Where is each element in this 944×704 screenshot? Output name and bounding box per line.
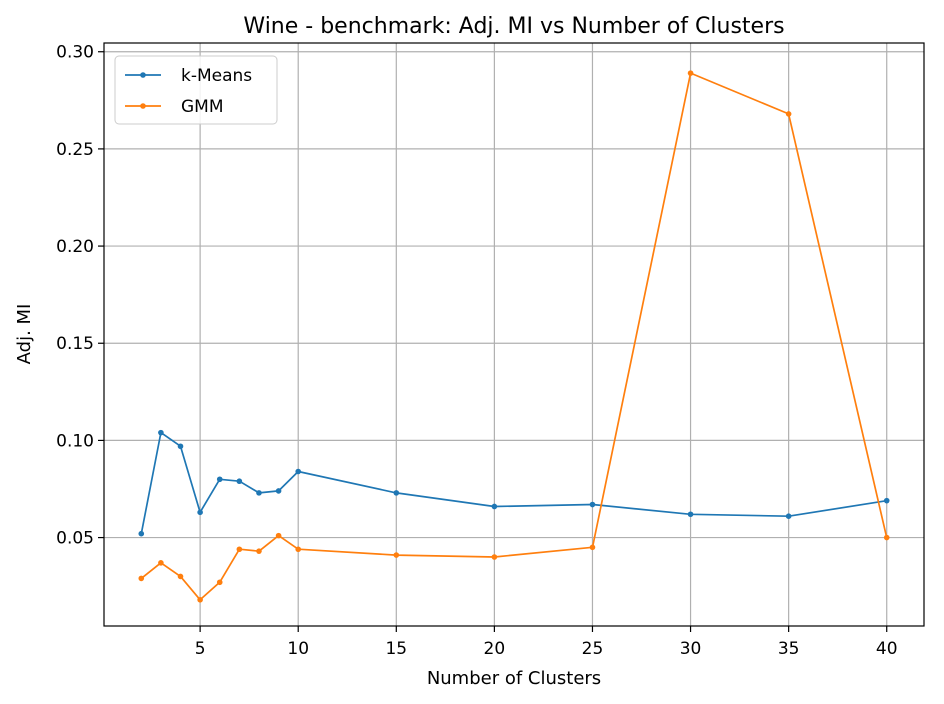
x-tick-label: 10 bbox=[287, 639, 309, 659]
data-point bbox=[589, 544, 596, 551]
legend-box bbox=[114, 55, 278, 125]
data-point bbox=[785, 513, 792, 520]
plot-frame bbox=[103, 42, 925, 627]
data-point bbox=[589, 501, 596, 508]
data-point bbox=[177, 573, 184, 580]
legend: k-Means GMM bbox=[114, 55, 278, 125]
x-tick-label: 5 bbox=[195, 639, 206, 659]
x-tick-label: 40 bbox=[876, 639, 898, 659]
data-point bbox=[256, 548, 262, 554]
data-point bbox=[785, 111, 792, 117]
grid bbox=[104, 43, 924, 626]
x-tick-label: 35 bbox=[778, 639, 800, 659]
data-point bbox=[295, 468, 302, 475]
series-1 bbox=[138, 70, 890, 603]
data-point bbox=[138, 530, 145, 537]
series-layer bbox=[138, 70, 890, 603]
x-tick-label: 20 bbox=[484, 639, 506, 659]
legend-label: k-Means bbox=[181, 66, 252, 86]
y-tick-label: 0.15 bbox=[56, 334, 94, 354]
series-0 bbox=[138, 429, 890, 537]
y-axis-ticks: 0.05 0.10 0.15 0.20 0.25 0.30 bbox=[56, 43, 104, 549]
y-axis-label: Adj. MI bbox=[14, 304, 35, 365]
legend-marker bbox=[140, 103, 146, 109]
data-point bbox=[393, 490, 400, 496]
legend-marker bbox=[140, 72, 146, 78]
x-axis-ticks: 5 10 15 20 25 30 35 40 bbox=[195, 626, 898, 659]
data-point bbox=[216, 476, 223, 483]
data-point bbox=[687, 511, 694, 518]
data-point bbox=[177, 443, 184, 450]
data-point bbox=[491, 554, 498, 560]
data-point bbox=[393, 552, 400, 558]
y-tick-label: 0.20 bbox=[56, 237, 94, 257]
data-point bbox=[687, 70, 694, 76]
data-point bbox=[216, 579, 223, 586]
data-point bbox=[197, 509, 203, 516]
y-tick-label: 0.10 bbox=[56, 431, 94, 451]
data-point bbox=[236, 546, 243, 553]
data-point bbox=[197, 596, 203, 603]
data-point bbox=[883, 534, 890, 541]
data-point bbox=[295, 546, 302, 553]
data-point bbox=[883, 497, 890, 504]
x-tick-label: 30 bbox=[680, 639, 702, 659]
x-axis-label: Number of Clusters bbox=[427, 668, 601, 689]
data-point bbox=[491, 503, 498, 510]
legend-label: GMM bbox=[181, 97, 224, 117]
y-tick-label: 0.30 bbox=[56, 43, 94, 63]
chart-title: Wine - benchmark: Adj. MI vs Number of C… bbox=[243, 14, 784, 39]
data-point bbox=[275, 532, 282, 539]
data-point bbox=[256, 490, 262, 496]
y-tick-label: 0.05 bbox=[56, 529, 94, 549]
x-tick-label: 15 bbox=[385, 639, 407, 659]
data-point bbox=[158, 429, 164, 436]
data-point bbox=[236, 478, 243, 485]
data-point bbox=[158, 560, 164, 566]
x-tick-label: 25 bbox=[582, 639, 604, 659]
y-tick-label: 0.25 bbox=[56, 140, 94, 160]
data-point bbox=[275, 488, 282, 494]
data-point bbox=[138, 575, 145, 582]
